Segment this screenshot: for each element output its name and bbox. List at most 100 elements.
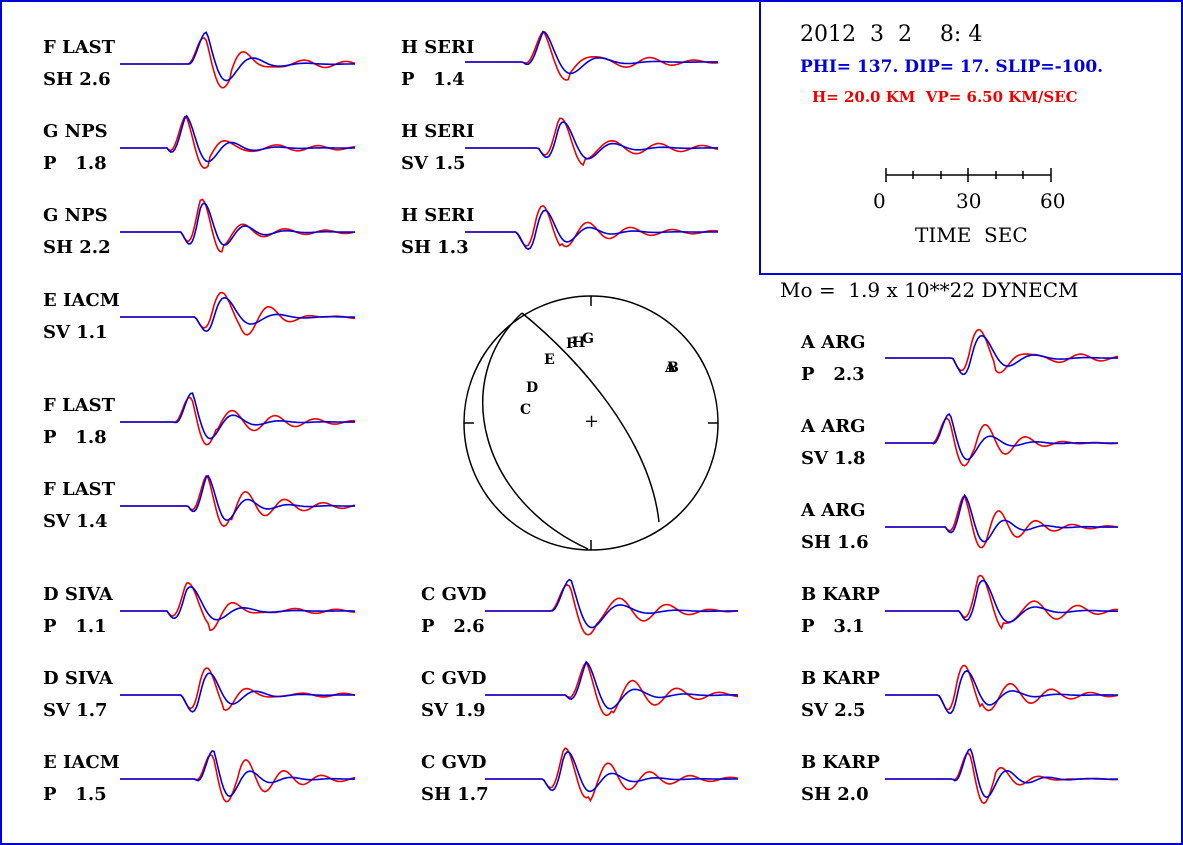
- time-scale-bar: [885, 168, 1052, 182]
- observed-trace: [120, 202, 355, 246]
- synthetic-trace: [465, 30, 719, 81]
- trace-component-label: SH 1.7: [421, 784, 489, 805]
- observed-trace: [885, 412, 1118, 461]
- observed-trace: [885, 747, 1119, 799]
- seismic-moment: Mo = 1.9 x 10**22 DYNECM: [780, 278, 1079, 302]
- observed-trace: [120, 585, 355, 621]
- beachball-station-mark: H: [572, 335, 586, 351]
- trace-station-label: D SIVA: [43, 584, 113, 605]
- trace-component-label: P 1.4: [401, 69, 465, 90]
- synthetic-trace: [465, 204, 719, 248]
- trace-station-label: H SERI: [401, 205, 475, 226]
- trace-component-label: SH 2.0: [801, 784, 869, 805]
- nodal-plane-1: [521, 312, 660, 523]
- synthetic-trace: [485, 660, 739, 717]
- observed-trace: [120, 474, 355, 521]
- scale-tick-label: 30: [956, 189, 982, 213]
- synthetic-trace: [485, 747, 739, 803]
- synthetic-trace: [120, 474, 356, 528]
- trace-station-label: A ARG: [801, 500, 866, 521]
- beachball-station-mark: D: [526, 380, 539, 396]
- trace-component-label: SH 2.6: [43, 69, 111, 90]
- depth-velocity: H= 20.0 KM VP= 6.50 KM/SEC: [812, 88, 1078, 106]
- observed-trace: [120, 672, 355, 713]
- trace-station-label: E IACM: [43, 290, 120, 311]
- observed-trace: [485, 660, 739, 710]
- trace-component-label: P 1.1: [43, 616, 107, 637]
- header-box: [759, 0, 1183, 275]
- synthetic-trace: [485, 583, 739, 636]
- trace-component-label: SH 1.6: [801, 532, 869, 553]
- beachball-station-mark: G: [582, 331, 594, 347]
- trace-station-label: G NPS: [43, 205, 108, 226]
- event-date: 2012 3 2 8: 4: [800, 22, 983, 47]
- observed-trace: [120, 31, 355, 82]
- observed-trace: [120, 114, 355, 163]
- synthetic-trace: [120, 37, 356, 89]
- observed-trace: [120, 750, 356, 798]
- observed-trace: [885, 579, 1118, 623]
- trace-component-label: P 1.8: [43, 153, 107, 174]
- synthetic-trace: [120, 753, 356, 803]
- observed-trace: [120, 392, 355, 440]
- beachball-station-mark: E: [544, 352, 555, 368]
- trace-component-label: P 1.8: [43, 427, 107, 448]
- trace-station-label: C GVD: [421, 752, 487, 773]
- beachball-station-mark: F: [566, 336, 576, 352]
- trace-component-label: SV 1.4: [43, 511, 108, 532]
- trace-station-label: H SERI: [401, 37, 475, 58]
- synthetic-trace: [120, 582, 356, 632]
- synthetic-trace: [885, 664, 1119, 712]
- observed-trace: [465, 30, 718, 75]
- trace-station-label: E IACM: [43, 752, 120, 773]
- synthetic-trace: [120, 667, 356, 711]
- observed-trace: [120, 296, 355, 333]
- nodal-plane-2: [482, 312, 589, 550]
- trace-station-label: D SIVA: [43, 668, 113, 689]
- scale-tick-label: 60: [1040, 189, 1066, 213]
- observed-trace: [465, 209, 718, 251]
- trace-component-label: SV 1.5: [401, 153, 466, 174]
- observed-trace: [885, 670, 1118, 715]
- trace-station-label: G NPS: [43, 121, 108, 142]
- trace-station-label: F LAST: [43, 395, 116, 416]
- synthetic-trace: [885, 328, 1119, 374]
- scale-tick-label: 0: [873, 189, 886, 213]
- trace-station-label: B KARP: [801, 668, 880, 689]
- trace-component-label: P 1.5: [43, 784, 107, 805]
- focal-mechanism-plot: [463, 295, 719, 551]
- beachball-station-mark: B: [667, 360, 679, 376]
- beachball-center-mark: +: [584, 411, 600, 432]
- trace-station-label: B KARP: [801, 752, 880, 773]
- observed-trace: [485, 751, 738, 793]
- trace-component-label: SH 1.3: [401, 237, 469, 258]
- trace-station-label: C GVD: [421, 668, 487, 689]
- trace-component-label: SV 1.1: [43, 322, 108, 343]
- trace-component-label: SV 1.7: [43, 700, 108, 721]
- trace-station-label: B KARP: [801, 584, 880, 605]
- trace-station-label: F LAST: [43, 479, 116, 500]
- trace-component-label: SV 1.8: [801, 448, 866, 469]
- observed-trace: [485, 578, 738, 629]
- synthetic-trace: [120, 115, 356, 169]
- observed-trace: [465, 121, 718, 160]
- beachball-station-mark: A: [665, 360, 676, 376]
- trace-component-label: SV 2.5: [801, 700, 866, 721]
- scale-axis-label: TIME SEC: [915, 223, 1028, 247]
- mechanism-params: PHI= 137. DIP= 17. SLIP=-100.: [800, 57, 1104, 77]
- synthetic-trace: [120, 198, 356, 253]
- trace-component-label: P 2.3: [801, 364, 865, 385]
- observed-trace: [885, 334, 1118, 376]
- observed-trace: [885, 493, 1118, 543]
- trace-component-label: SV 1.9: [421, 700, 486, 721]
- beachball-station-mark: C: [520, 402, 532, 418]
- trace-station-label: H SERI: [401, 121, 475, 142]
- trace-station-label: C GVD: [421, 584, 487, 605]
- trace-station-label: F LAST: [43, 37, 116, 58]
- waveform-traces: [120, 30, 1119, 805]
- trace-component-label: SH 2.2: [43, 237, 111, 258]
- trace-component-label: P 2.6: [421, 616, 485, 637]
- trace-station-label: A ARG: [801, 332, 866, 353]
